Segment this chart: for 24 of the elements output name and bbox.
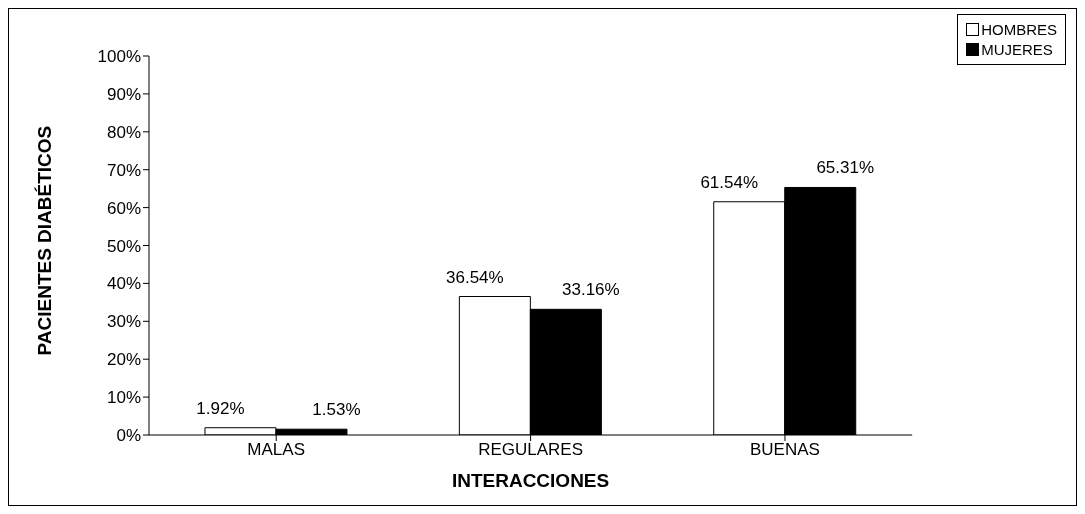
y-tick-label: 50% bbox=[106, 236, 141, 256]
y-tick-label: 90% bbox=[106, 84, 141, 104]
data-label: 65.31% bbox=[816, 158, 875, 178]
data-label: 1.53% bbox=[312, 400, 361, 420]
x-tick-label: BUENAS bbox=[750, 440, 820, 460]
y-tick-label: 40% bbox=[106, 274, 141, 294]
data-label: 36.54% bbox=[446, 267, 504, 287]
data-label: 61.54% bbox=[700, 172, 759, 192]
y-tick-label: 20% bbox=[106, 350, 141, 370]
legend-label: HOMBRES bbox=[981, 21, 1057, 38]
y-tick-label: 100% bbox=[97, 47, 141, 67]
y-tick-label: 0% bbox=[116, 426, 141, 446]
x-axis-title: INTERACCIONES bbox=[451, 470, 610, 491]
x-tick-label: MALAS bbox=[247, 440, 306, 460]
y-tick-label: 10% bbox=[106, 388, 141, 408]
x-tick-label: REGULARES bbox=[478, 440, 584, 460]
y-tick-label: 60% bbox=[106, 198, 141, 218]
y-tick-label: 30% bbox=[106, 312, 141, 332]
y-tick-label: 80% bbox=[106, 122, 141, 142]
y-tick-label: 70% bbox=[106, 160, 141, 180]
y-axis-title: PACIENTES DIABÉTICOS bbox=[33, 125, 55, 356]
data-label: 33.16% bbox=[562, 280, 620, 300]
data-label: 1.92% bbox=[196, 398, 245, 418]
legend-label: MUJERES bbox=[981, 41, 1053, 58]
